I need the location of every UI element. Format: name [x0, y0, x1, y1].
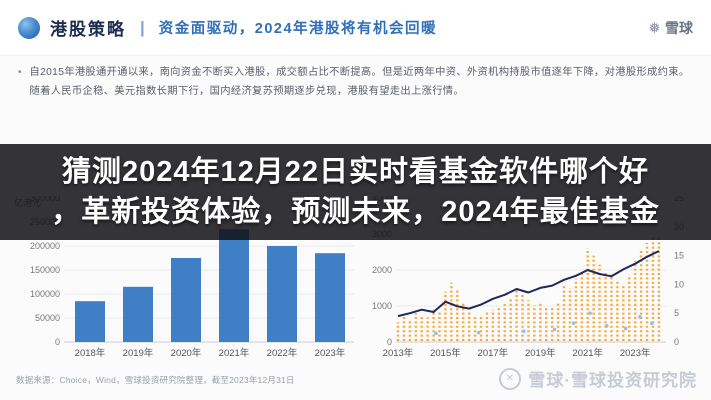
- bullet-icon: •: [18, 67, 22, 78]
- svg-text:2023年: 2023年: [315, 347, 346, 359]
- svg-text:2017年: 2017年: [478, 347, 509, 359]
- summary-text: 自2015年港股通开通以来，南向资金不断买入港股，成交额占比不断提高。但是近两年…: [29, 67, 690, 97]
- svg-text:10: 10: [674, 279, 684, 289]
- svg-text:200000: 200000: [30, 241, 60, 251]
- header: 港股策略 | 资金面驱动，2024年港股将有机会回暖 ❅ 雪球: [0, 0, 711, 56]
- data-source-note: 数据来源：Choice，Wind，雪球投资研究院整理，截至2023年12月31日: [16, 375, 295, 385]
- svg-text:1000: 1000: [372, 301, 392, 311]
- brand-title: 港股策略: [50, 20, 126, 39]
- svg-text:150000: 150000: [30, 265, 60, 275]
- snowflake-icon: ❅: [648, 19, 661, 37]
- summary-paragraph: • 自2015年港股通开通以来，南向资金不断买入港股，成交额占比不断提高。但是近…: [18, 64, 697, 101]
- svg-text:2000: 2000: [372, 265, 392, 275]
- overlay-title-line2: ，革新投资体验，预测未来，2024年最佳基金: [51, 196, 660, 228]
- svg-text:0: 0: [387, 337, 392, 347]
- svg-text:2021年: 2021年: [572, 347, 603, 359]
- svg-text:2021年: 2021年: [219, 347, 250, 359]
- svg-text:2019年: 2019年: [123, 347, 154, 359]
- svg-text:0: 0: [55, 337, 60, 347]
- watermark: ✕ 雪球·雪球投资研究院: [499, 366, 697, 391]
- svg-text:2015年: 2015年: [430, 347, 461, 359]
- xueqiu-logo: ❅ 雪球: [648, 18, 693, 38]
- svg-text:50000: 50000: [35, 313, 60, 323]
- svg-text:2019年: 2019年: [525, 347, 556, 359]
- header-divider: |: [140, 17, 145, 37]
- overlay-title-line1: 猜测2024年12月22日实时看基金软件哪个好: [61, 156, 650, 188]
- brand-logo-icon: [18, 16, 40, 39]
- svg-text:0: 0: [674, 337, 679, 347]
- svg-text:2022年: 2022年: [267, 347, 298, 359]
- svg-text:5: 5: [674, 308, 679, 318]
- svg-text:2023年: 2023年: [620, 347, 651, 359]
- svg-text:100000: 100000: [30, 289, 60, 299]
- bar-chart-hk-connect-turnover: 050000100000150000200000250000300000亿港元2…: [10, 193, 362, 368]
- xueqiu-logo-text: 雪球: [665, 19, 693, 36]
- svg-text:2020年: 2020年: [171, 347, 202, 359]
- header-subtitle: 资金面驱动，2024年港股将有机会回暖: [158, 21, 438, 37]
- svg-text:15: 15: [674, 251, 684, 261]
- title-overlay: 猜测2024年12月22日实时看基金软件哪个好 ，革新投资体验，预测未来，202…: [0, 144, 711, 240]
- watermark-text: 雪球·雪球投资研究院: [528, 371, 697, 390]
- xueqiu-circle-icon: ✕: [499, 367, 522, 390]
- svg-text:2013年: 2013年: [383, 347, 414, 359]
- svg-text:2018年: 2018年: [75, 347, 106, 359]
- charts-row: 050000100000150000200000250000300000亿港元2…: [0, 193, 711, 372]
